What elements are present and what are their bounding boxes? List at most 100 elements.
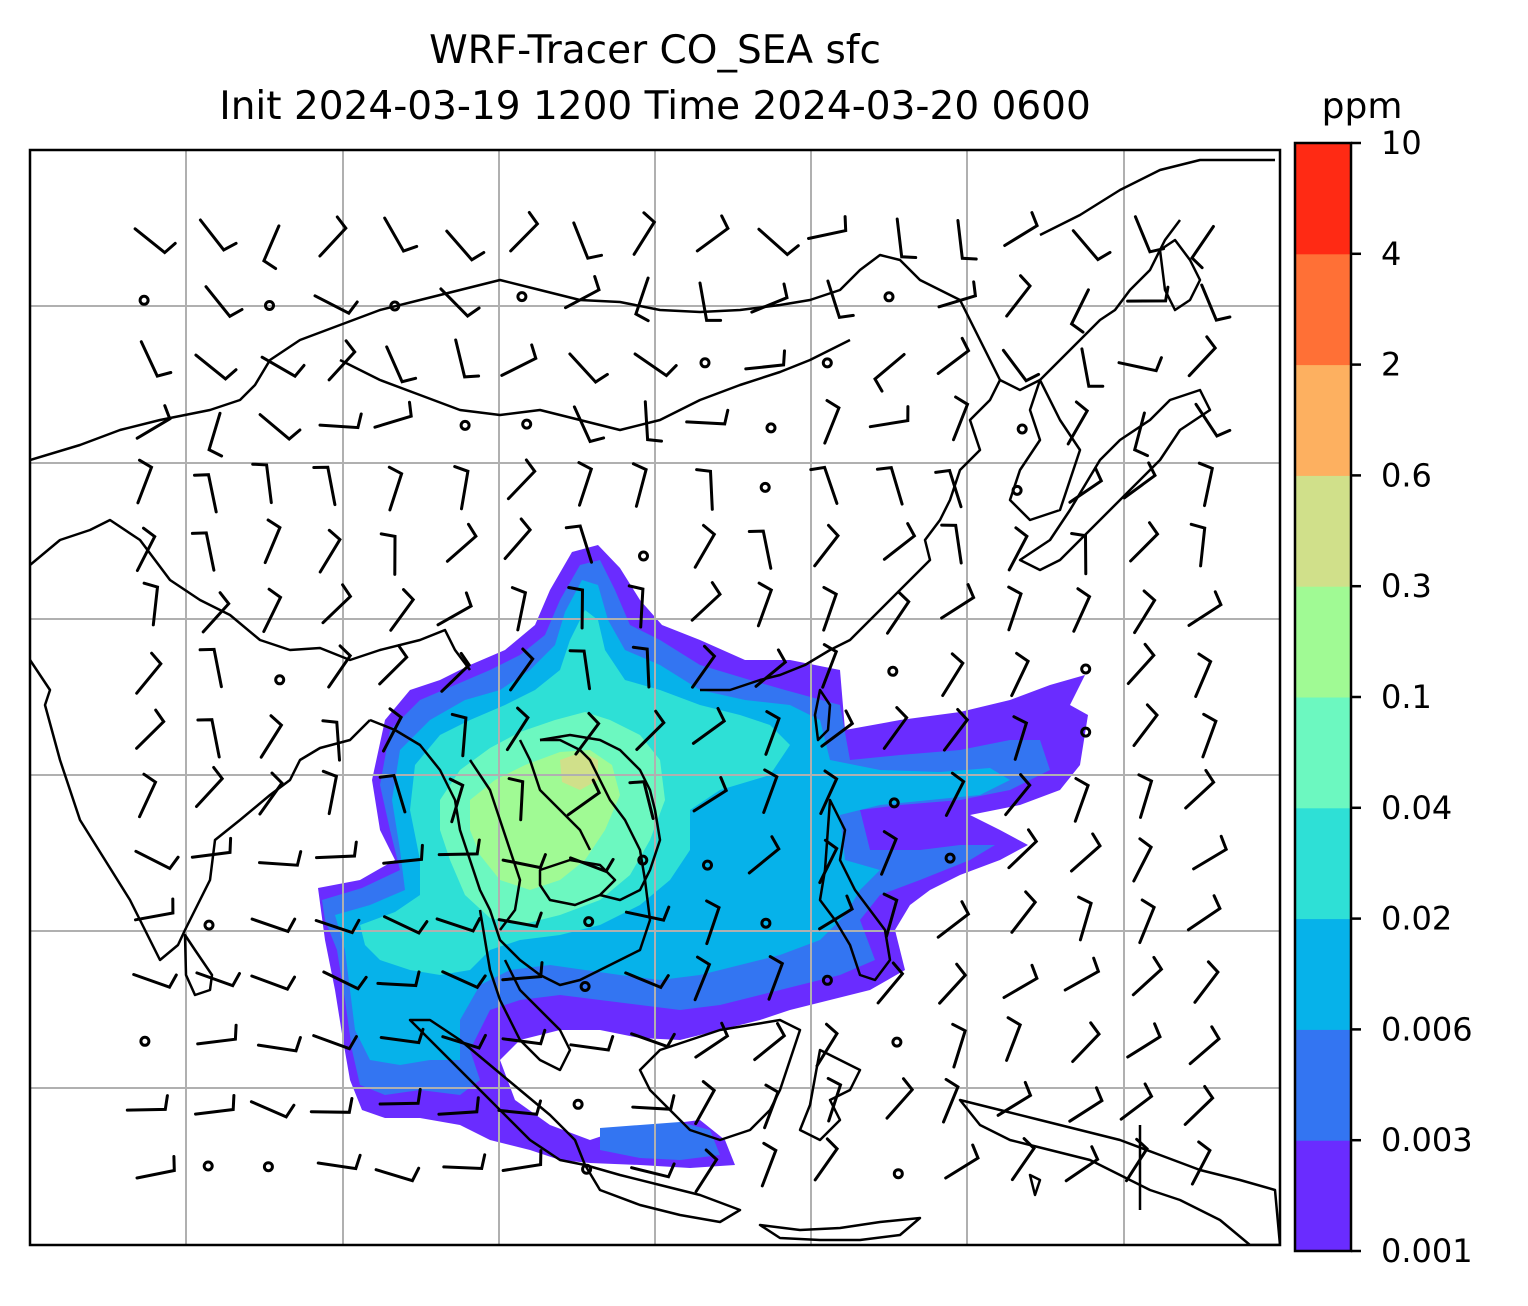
wind-barb: [1201, 712, 1218, 759]
colorbar-segment: [1295, 364, 1351, 476]
wind-barb: [694, 1080, 717, 1126]
wind-barb: [1010, 890, 1038, 934]
wind-barb: [882, 522, 917, 561]
wind-barb: [1138, 898, 1156, 945]
wind-barb: [1189, 522, 1207, 568]
colorbar-ticks: 0.001 0.003 0.006 0.02 0.04 0.1 0.3 0.6 2 4 10: [1351, 124, 1473, 1270]
colorbar-tick-label: 0.001: [1381, 1232, 1473, 1270]
wind-barb: [194, 1094, 236, 1116]
wind-barb: [569, 1035, 615, 1052]
wind-barb: [207, 411, 224, 458]
wind-barb: [1010, 1137, 1036, 1182]
calm-wind-marker: [262, 1161, 274, 1173]
wind-barb: [568, 649, 591, 691]
mongolia-south-border: [339, 338, 851, 432]
wind-barb: [1010, 651, 1031, 698]
calm-wind-marker: [702, 859, 713, 871]
wind-barb: [1063, 956, 1101, 992]
wind-barb: [1126, 642, 1156, 685]
colorbar-tick-label: 2: [1381, 346, 1401, 384]
wind-barb: [501, 853, 547, 870]
wind-barb: [826, 1076, 843, 1123]
wind-barb: [1200, 283, 1232, 322]
wind-barb: [195, 971, 241, 988]
wind-barb: [1133, 589, 1157, 635]
wind-barb: [753, 1022, 787, 1062]
wind-barb: [631, 1094, 676, 1111]
wind-barb: [260, 355, 306, 379]
wind-barb: [382, 843, 424, 865]
laos-border: [518, 739, 592, 851]
wind-barb: [630, 1162, 676, 1179]
wind-barb: [318, 215, 348, 258]
calm-wind-marker: [202, 1160, 214, 1172]
wind-barb: [760, 1141, 778, 1188]
wind-barb: [507, 777, 525, 822]
colorbar-segment: [1295, 697, 1351, 809]
wind-barb: [1197, 461, 1215, 508]
wind-barb: [692, 776, 729, 813]
wind-barb: [996, 1080, 1033, 1117]
wind-barb: [250, 917, 297, 934]
wind-barb: [634, 276, 650, 323]
calm-wind-marker: [1080, 663, 1092, 675]
calm-wind-marker: [572, 1098, 584, 1110]
korea: [1008, 378, 1082, 522]
wind-barb: [318, 412, 363, 430]
wind-barb: [762, 768, 779, 814]
wind-barb: [262, 587, 283, 633]
wind-barb: [258, 413, 302, 441]
calm-wind-marker: [516, 291, 528, 303]
japan: [1018, 388, 1212, 572]
map-title-line-2: Init 2024-03-19 1200 Time 2024-03-20 060…: [219, 84, 1091, 129]
wind-barb: [572, 405, 606, 444]
map-gridlines: [30, 150, 1280, 1245]
wind-barb: [1122, 461, 1157, 500]
wind-barb: [193, 473, 218, 514]
wind-barb: [435, 917, 482, 933]
wind-barb: [1137, 773, 1154, 819]
wind-barb: [1073, 777, 1090, 823]
colorbar-segment: [1295, 1140, 1351, 1252]
wind-barb: [624, 971, 670, 990]
wind-barb: [135, 526, 157, 572]
wind-barb: [505, 706, 530, 752]
wind-barb: [876, 961, 905, 1005]
calm-wind-marker: [264, 300, 275, 311]
wind-barb: [263, 518, 282, 565]
colorbar-tick-label: 0.04: [1381, 789, 1452, 827]
wind-barb: [382, 707, 404, 753]
calm-wind-marker: [765, 422, 777, 434]
wind-barb: [1194, 402, 1232, 438]
wind-barb: [437, 838, 481, 857]
wind-barb: [1133, 215, 1166, 254]
wind-barb: [693, 523, 717, 569]
wind-barb: [695, 468, 714, 511]
wind-barb: [1068, 466, 1104, 504]
wind-barb: [1186, 894, 1222, 932]
calm-wind-marker: [699, 357, 711, 369]
colorbar-tick-label: 0.006: [1381, 1010, 1473, 1048]
wind-barb: [135, 1155, 176, 1180]
wind-barb: [509, 211, 540, 253]
calm-wind-marker: [459, 419, 471, 431]
wind-barb: [315, 840, 358, 860]
wind-barb: [383, 216, 419, 253]
china-mongolia-border: [30, 253, 961, 462]
wind-barb: [448, 777, 465, 824]
wind-barb: [501, 1149, 543, 1172]
india-coastline: [30, 659, 371, 962]
wind-barb: [643, 400, 663, 443]
wind-barb: [376, 970, 421, 988]
wind-barb: [196, 718, 221, 759]
wind-barb: [564, 524, 593, 564]
wind-barb: [936, 900, 971, 939]
wind-barb: [569, 856, 615, 874]
wind-barb: [258, 850, 303, 867]
calm-wind-marker: [760, 917, 772, 929]
wind-barb: [1069, 288, 1090, 334]
wind-barb: [822, 585, 839, 632]
colorbar-segment: [1295, 143, 1351, 255]
wind-barb: [313, 294, 359, 316]
